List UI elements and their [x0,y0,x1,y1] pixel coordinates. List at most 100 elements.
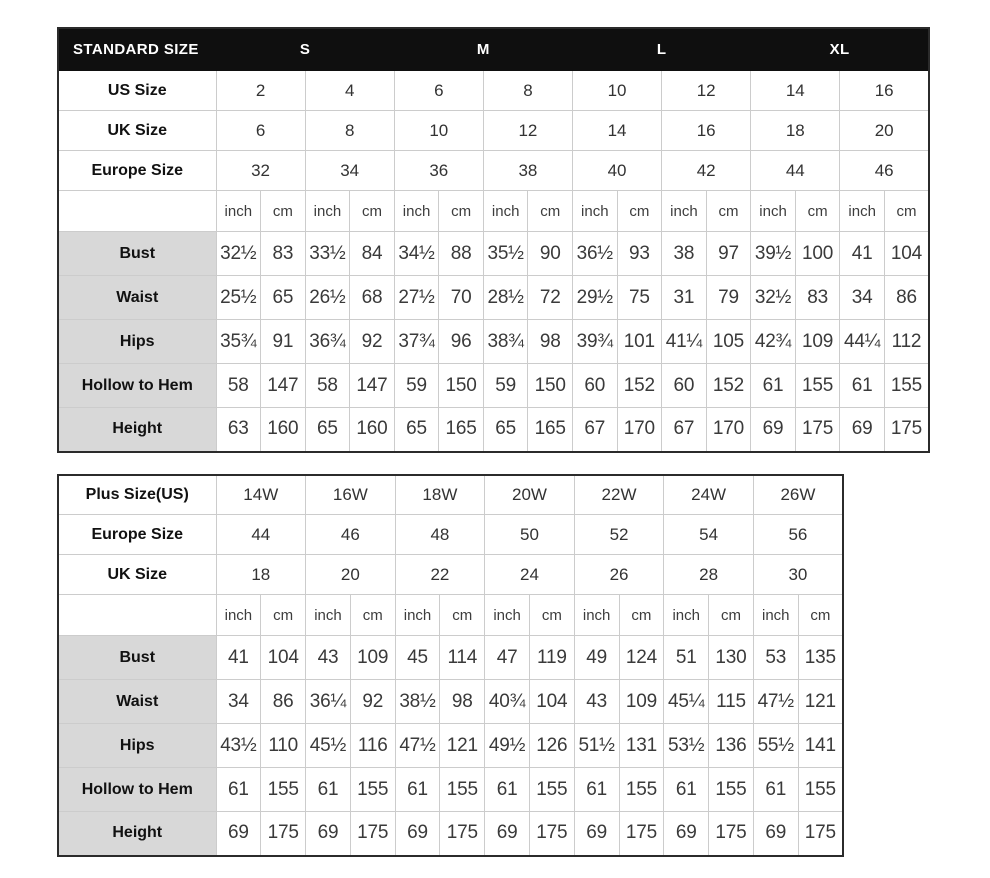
measurement-value-cell: 96 [438,319,484,364]
measurement-row: Bust 41 104 43 109 45 114 47 119 49 124 51 130 53 135 [57,635,844,680]
size-value-cell: 50 [484,514,575,555]
size-value-cell: 24 [484,554,575,595]
size-row: UK Size 18 20 22 24 26 28 30 [57,554,844,595]
measurement-row: Hollow to Hem 58 147 58 147 59 150 59 150 60 152 60… [57,363,930,408]
measurement-value-cell: 38½ [394,679,441,724]
measurement-value-cell: 58 [215,363,262,408]
size-value-cell: 6 [393,70,484,111]
measurement-value-cell: 83 [260,231,306,276]
size-value-cell: 26W [752,474,844,515]
unit-label: cm [527,190,573,232]
measurement-value-cell: 98 [439,679,486,724]
unit-label: inch [484,594,530,636]
row-label: US Size [57,70,217,111]
measurement-label: Waist [57,275,217,320]
measurement-label: Hips [57,723,217,768]
measurement-value-cell: 45½ [305,723,351,768]
measurement-value-cell: 26½ [304,275,351,320]
measurement-value-cell: 115 [708,679,754,724]
unit-label: inch [663,594,710,636]
size-value-cell: 38 [482,150,574,191]
measurement-row: Hollow to Hem 61 155 61 155 61 155 61 155 61 155 61… [57,767,844,812]
unit-label: cm [438,190,484,232]
measurement-value-cell: 175 [883,407,930,452]
unit-label: inch [393,190,440,232]
size-row: UK Size 6 8 10 12 14 16 18 20 [57,110,930,151]
measurement-value-cell: 165 [438,407,484,452]
unit-label: cm [439,594,486,636]
unit-label: inch [215,190,262,232]
measurement-value-cell: 105 [705,319,752,364]
size-value-cell: 12 [482,110,574,151]
measurement-value-cell: 35½ [482,231,529,276]
measurement-value-cell: 61 [215,767,262,812]
measurement-value-cell: 110 [260,723,307,768]
measurement-label: Waist [57,679,217,724]
measurement-value-cell: 36¼ [305,679,351,724]
measurement-value-cell: 160 [260,407,306,452]
unit-label: inch [661,190,707,232]
unit-label: cm [794,190,841,232]
measurement-value-cell: 69 [394,811,441,856]
size-value-cell: 12 [661,70,752,111]
unit-label: cm [708,594,754,636]
measurement-value-cell: 33½ [304,231,351,276]
size-value-cell: 2 [215,70,306,111]
unit-label: inch [394,594,441,636]
measurement-value-cell: 45¼ [663,679,710,724]
measurement-row: Hips 35¾ 91 36¾ 92 37¾ 96 38¾ 98 39¾ 101 41¼ 105 42¾ 1… [57,319,930,364]
measurement-value-cell: 93 [616,231,663,276]
size-value-cell: 24W [663,474,754,515]
measurement-value-cell: 65 [393,407,440,452]
measurement-value-cell: 65 [260,275,306,320]
measurement-value-cell: 72 [527,275,573,320]
measurement-value-cell: 175 [260,811,307,856]
measurement-value-cell: 69 [573,811,620,856]
measurement-value-cell: 65 [304,407,351,452]
measurement-value-cell: 35¾ [215,319,262,364]
row-label: Europe Size [57,514,217,555]
unit-label: cm [260,594,307,636]
measurement-value-cell: 47½ [752,679,799,724]
measurement-value-cell: 170 [616,407,663,452]
measurement-value-cell: 98 [527,319,573,364]
size-group-label: XL [750,27,930,71]
measurement-value-cell: 109 [349,635,396,680]
measurement-value-cell: 53 [752,635,799,680]
measurement-value-cell: 70 [438,275,484,320]
empty-corner-cell [57,594,217,636]
unit-label: inch [750,190,796,232]
size-value-cell: 28 [663,554,754,595]
measurement-value-cell: 41 [839,231,885,276]
measurement-value-cell: 34 [839,275,885,320]
measurement-value-cell: 47 [484,635,530,680]
measurement-value-cell: 43½ [215,723,262,768]
measurement-value-cell: 114 [439,635,486,680]
measurement-label: Height [57,407,217,452]
measurement-value-cell: 65 [482,407,529,452]
measurement-value-cell: 69 [215,811,262,856]
measurement-value-cell: 43 [305,635,351,680]
measurement-row: Height 69 175 69 175 69 175 69 175 69 175 69 175 69 17… [57,811,844,856]
measurement-value-cell: 147 [349,363,395,408]
row-label: UK Size [57,554,217,595]
measurement-value-cell: 61 [573,767,620,812]
unit-label: cm [616,190,663,232]
measurement-value-cell: 39¾ [572,319,618,364]
measurement-value-cell: 61 [484,767,530,812]
measurement-value-cell: 36½ [572,231,618,276]
size-row: Plus Size(US) 14W 16W 18W 20W 22W 24W 26W [57,474,844,515]
measurement-value-cell: 150 [527,363,573,408]
measurement-value-cell: 86 [883,275,930,320]
measurement-value-cell: 49 [573,635,620,680]
measurement-value-cell: 175 [439,811,486,856]
size-value-cell: 4 [304,70,395,111]
unit-label: inch [215,594,262,636]
measurement-value-cell: 29½ [572,275,618,320]
measurement-value-cell: 175 [797,811,844,856]
size-value-cell: 44 [215,514,307,555]
measurement-value-cell: 116 [349,723,396,768]
measurement-value-cell: 44¼ [839,319,885,364]
size-row: US Size 2 4 6 8 10 12 14 16 [57,70,930,111]
measurement-value-cell: 60 [572,363,618,408]
